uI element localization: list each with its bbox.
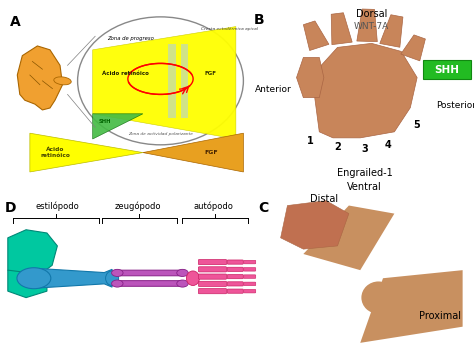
FancyBboxPatch shape: [228, 267, 243, 271]
Polygon shape: [401, 35, 425, 61]
Polygon shape: [303, 21, 329, 51]
Text: SHH: SHH: [99, 120, 111, 125]
Circle shape: [111, 280, 123, 287]
FancyBboxPatch shape: [199, 274, 227, 279]
Polygon shape: [331, 13, 352, 45]
Bar: [168, 44, 175, 118]
Text: D: D: [5, 201, 17, 215]
FancyBboxPatch shape: [244, 275, 256, 278]
Text: Posterior: Posterior: [436, 101, 474, 110]
Ellipse shape: [106, 271, 118, 285]
Polygon shape: [380, 15, 403, 47]
Text: Proximal: Proximal: [419, 311, 461, 321]
FancyBboxPatch shape: [423, 60, 471, 79]
FancyBboxPatch shape: [228, 282, 243, 286]
Polygon shape: [39, 269, 112, 288]
Text: C: C: [258, 201, 268, 215]
Text: Cresta ectodérmica apical: Cresta ectodérmica apical: [201, 27, 258, 32]
Text: FGF: FGF: [204, 150, 218, 155]
Polygon shape: [143, 133, 244, 172]
Ellipse shape: [361, 281, 395, 314]
Circle shape: [17, 268, 51, 289]
Text: 2: 2: [334, 142, 341, 152]
Text: B: B: [253, 13, 264, 27]
Polygon shape: [115, 281, 185, 286]
Polygon shape: [8, 230, 57, 278]
FancyBboxPatch shape: [228, 260, 243, 264]
Text: Ácido
retinóico: Ácido retinóico: [40, 147, 70, 158]
Ellipse shape: [54, 77, 71, 85]
FancyBboxPatch shape: [199, 281, 227, 286]
Polygon shape: [357, 9, 377, 42]
FancyBboxPatch shape: [228, 275, 243, 279]
Polygon shape: [92, 27, 236, 139]
FancyBboxPatch shape: [244, 282, 256, 286]
Text: SHH: SHH: [434, 65, 459, 75]
Text: Distal: Distal: [310, 194, 338, 204]
Circle shape: [111, 269, 123, 276]
FancyBboxPatch shape: [199, 289, 227, 294]
Polygon shape: [30, 133, 143, 172]
Text: zeugópodo: zeugópodo: [115, 201, 162, 211]
FancyBboxPatch shape: [199, 260, 227, 265]
Text: 3: 3: [361, 144, 368, 154]
Text: 5: 5: [414, 120, 420, 130]
Text: 4: 4: [384, 140, 391, 150]
Text: Engrailed-1: Engrailed-1: [337, 168, 392, 178]
Ellipse shape: [186, 271, 200, 285]
Text: WNT-7A: WNT-7A: [354, 22, 389, 31]
Text: Ácido retinóico: Ácido retinóico: [102, 71, 149, 76]
Text: Ventral: Ventral: [347, 182, 382, 192]
Text: Anterior: Anterior: [255, 85, 292, 94]
FancyBboxPatch shape: [244, 260, 256, 264]
Polygon shape: [303, 205, 394, 270]
Polygon shape: [281, 201, 349, 249]
Polygon shape: [115, 270, 185, 276]
Text: estilópodo: estilópodo: [36, 201, 79, 211]
Text: FGF: FGF: [205, 71, 217, 76]
Text: autópodo: autópodo: [194, 201, 234, 211]
FancyBboxPatch shape: [199, 267, 227, 272]
Polygon shape: [315, 43, 417, 138]
Polygon shape: [17, 46, 63, 110]
FancyBboxPatch shape: [244, 267, 256, 271]
Text: A: A: [10, 15, 20, 29]
Polygon shape: [297, 57, 324, 98]
Circle shape: [177, 280, 188, 287]
Polygon shape: [360, 270, 463, 343]
Circle shape: [177, 269, 188, 276]
Bar: [181, 44, 188, 118]
Text: Zona de actividad polarizante: Zona de actividad polarizante: [128, 132, 193, 136]
FancyBboxPatch shape: [228, 289, 243, 293]
Text: Dorsal: Dorsal: [356, 9, 387, 19]
Text: 1: 1: [307, 136, 314, 146]
Polygon shape: [8, 270, 47, 298]
FancyBboxPatch shape: [244, 289, 256, 293]
Text: Zona de progreso: Zona de progreso: [107, 36, 154, 41]
Polygon shape: [92, 114, 143, 139]
